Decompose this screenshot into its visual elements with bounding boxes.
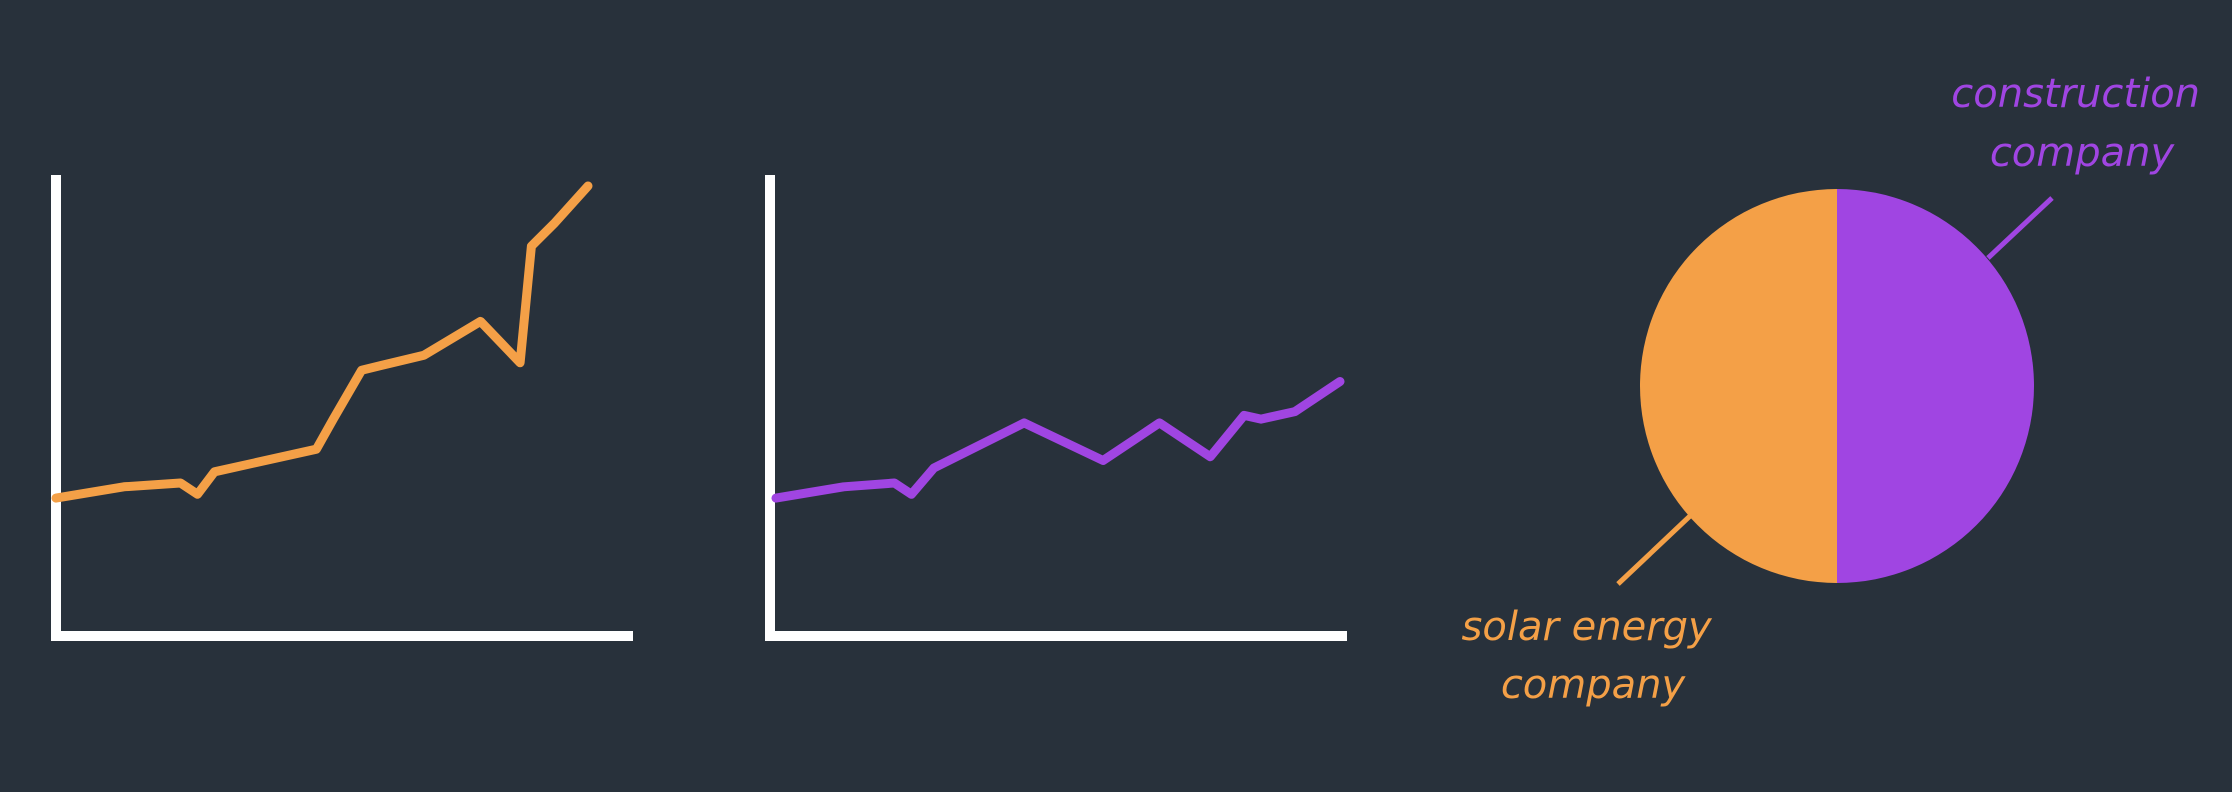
solar-price-line [51, 181, 593, 503]
pie-slice-solar [1640, 189, 1837, 583]
pie-label-construction: construction company [1951, 71, 2212, 176]
label-solar-line2: company [1501, 662, 1687, 708]
construction-price-line [771, 377, 1345, 503]
solar-line-chart [51, 175, 633, 641]
pie-label-solar: solar energy company [1462, 604, 1725, 708]
portfolio-pie-chart: construction company solar energy compan… [1462, 71, 2212, 708]
pie-slice-construction [1837, 189, 2034, 583]
construction-line-chart [765, 175, 1347, 641]
label-construction-line2: company [1990, 130, 2176, 176]
leader-line-construction [1986, 196, 2054, 260]
label-solar-line1: solar energy [1462, 604, 1714, 650]
leader-line-solar [1616, 514, 1692, 586]
label-construction-line1: construction [1951, 71, 2200, 117]
